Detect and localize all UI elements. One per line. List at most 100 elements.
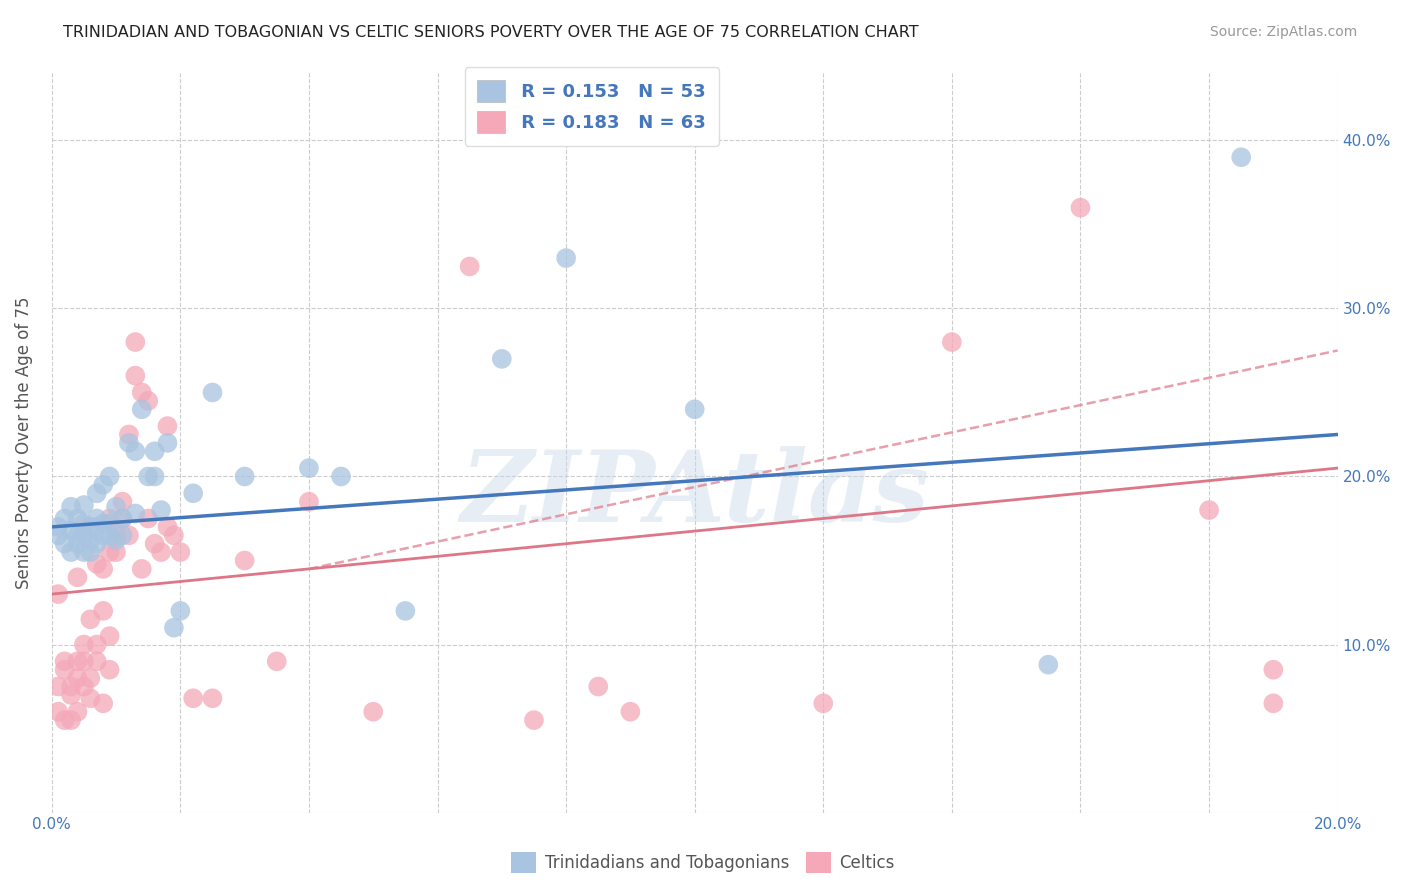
Point	[118, 427, 141, 442]
Point	[66, 570, 89, 584]
Point	[105, 533, 128, 548]
Point	[136, 393, 159, 408]
Point	[1263, 696, 1285, 710]
Point	[201, 691, 224, 706]
Point	[79, 691, 101, 706]
Point	[46, 520, 69, 534]
Point	[86, 511, 108, 525]
Point	[298, 494, 321, 508]
Point	[458, 260, 481, 274]
Point	[91, 696, 114, 710]
Point	[66, 537, 89, 551]
Point	[46, 587, 69, 601]
Point	[233, 469, 256, 483]
Point	[394, 604, 416, 618]
Point	[156, 436, 179, 450]
Point	[91, 604, 114, 618]
Point	[91, 478, 114, 492]
Point	[66, 528, 89, 542]
Point	[683, 402, 706, 417]
Point	[79, 533, 101, 548]
Point	[86, 557, 108, 571]
Point	[66, 654, 89, 668]
Point	[86, 537, 108, 551]
Point	[169, 604, 191, 618]
Point	[66, 671, 89, 685]
Point	[46, 705, 69, 719]
Point	[98, 545, 121, 559]
Point	[143, 537, 166, 551]
Point	[1038, 657, 1060, 672]
Text: Source: ZipAtlas.com: Source: ZipAtlas.com	[1209, 25, 1357, 39]
Point	[73, 498, 96, 512]
Point	[131, 402, 153, 417]
Point	[118, 528, 141, 542]
Point	[111, 494, 134, 508]
Point	[98, 629, 121, 643]
Point	[118, 436, 141, 450]
Point	[136, 469, 159, 483]
Point	[60, 688, 83, 702]
Point	[73, 528, 96, 542]
Point	[79, 545, 101, 559]
Point	[98, 516, 121, 531]
Point	[46, 528, 69, 542]
Point	[53, 663, 76, 677]
Point	[619, 705, 641, 719]
Point	[60, 680, 83, 694]
Point	[60, 713, 83, 727]
Point	[1263, 663, 1285, 677]
Point	[86, 654, 108, 668]
Point	[86, 520, 108, 534]
Point	[233, 553, 256, 567]
Point	[105, 528, 128, 542]
Point	[79, 671, 101, 685]
Point	[79, 520, 101, 534]
Point	[330, 469, 353, 483]
Point	[86, 638, 108, 652]
Point	[60, 545, 83, 559]
Point	[124, 334, 146, 349]
Point	[98, 663, 121, 677]
Point	[53, 654, 76, 668]
Y-axis label: Seniors Poverty Over the Age of 75: Seniors Poverty Over the Age of 75	[15, 297, 32, 589]
Point	[523, 713, 546, 727]
Point	[53, 713, 76, 727]
Point	[181, 691, 204, 706]
Point	[124, 507, 146, 521]
Point	[941, 334, 963, 349]
Point	[91, 516, 114, 531]
Point	[143, 444, 166, 458]
Point	[266, 654, 288, 668]
Point	[98, 469, 121, 483]
Point	[124, 368, 146, 383]
Text: TRINIDADIAN AND TOBAGONIAN VS CELTIC SENIORS POVERTY OVER THE AGE OF 75 CORRELAT: TRINIDADIAN AND TOBAGONIAN VS CELTIC SEN…	[63, 25, 920, 40]
Point	[91, 528, 114, 542]
Point	[169, 545, 191, 559]
Point	[91, 562, 114, 576]
Point	[79, 612, 101, 626]
Point	[150, 545, 173, 559]
Point	[131, 385, 153, 400]
Point	[73, 545, 96, 559]
Point	[66, 511, 89, 525]
Point	[98, 528, 121, 542]
Point	[86, 486, 108, 500]
Point	[813, 696, 835, 710]
Point	[586, 680, 609, 694]
Point	[73, 654, 96, 668]
Text: ZIPAtlas: ZIPAtlas	[460, 446, 929, 543]
Point	[181, 486, 204, 500]
Point	[98, 511, 121, 525]
Point	[156, 419, 179, 434]
Point	[131, 562, 153, 576]
Point	[111, 528, 134, 542]
Point	[298, 461, 321, 475]
Point	[73, 516, 96, 531]
Point	[73, 680, 96, 694]
Point	[163, 621, 186, 635]
Point	[143, 469, 166, 483]
Point	[1198, 503, 1220, 517]
Point	[136, 511, 159, 525]
Point	[201, 385, 224, 400]
